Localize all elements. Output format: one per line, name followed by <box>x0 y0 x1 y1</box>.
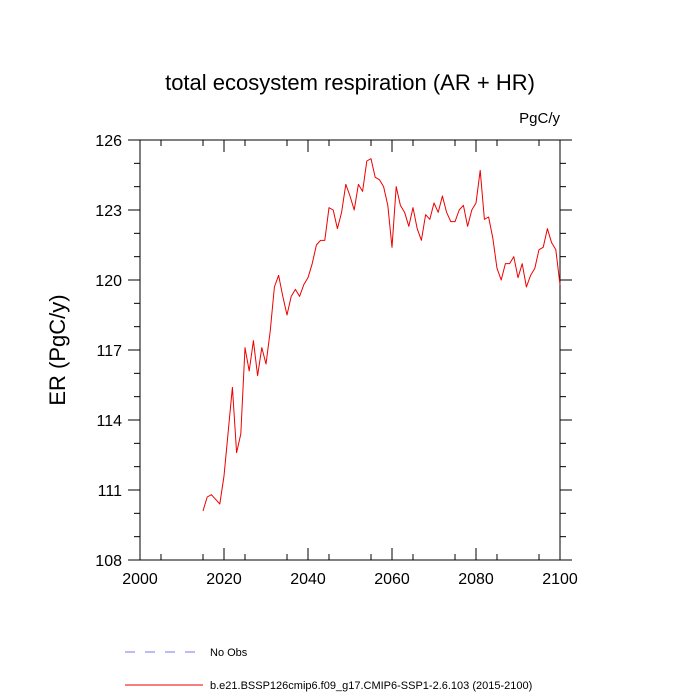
legend-label-no-obs: No Obs <box>210 647 248 659</box>
y-tick-label: 126 <box>95 133 122 150</box>
axis-tick-labels: 2000 2020 2040 2060 2080 2100 108 111 114 117 120 1… <box>95 133 578 588</box>
x-tick-label: 2020 <box>206 571 242 588</box>
series-layer <box>202 158 561 512</box>
legend-label-model-run: b.e21.BSSP126cmip6.f09_g17.CMIP6-SSP1-2.… <box>210 680 532 692</box>
plot-frame <box>139 139 561 561</box>
units-label: PgC/y <box>519 110 560 127</box>
y-axis-label: ER (PgC/y) <box>45 294 70 405</box>
x-tick-label: 2060 <box>374 571 410 588</box>
y-tick-label: 120 <box>95 273 122 290</box>
y-tick-label: 108 <box>95 553 122 570</box>
y-tick-label: 123 <box>95 203 122 220</box>
x-tick-label: 2040 <box>290 571 326 588</box>
x-tick-label: 2100 <box>542 571 578 588</box>
y-tick-label: 111 <box>98 483 122 500</box>
chart-title: total ecosystem respiration (AR + HR) <box>165 70 535 95</box>
series-line <box>202 158 561 512</box>
y-tick-label: 114 <box>96 413 122 430</box>
axis-ticks <box>128 139 572 561</box>
x-tick-label: 2080 <box>458 571 494 588</box>
y-tick-label: 117 <box>96 343 122 360</box>
legend: No Obs b.e21.BSSP126cmip6.f09_g17.CMIP6-… <box>125 647 532 692</box>
x-tick-label: 2000 <box>122 571 158 588</box>
